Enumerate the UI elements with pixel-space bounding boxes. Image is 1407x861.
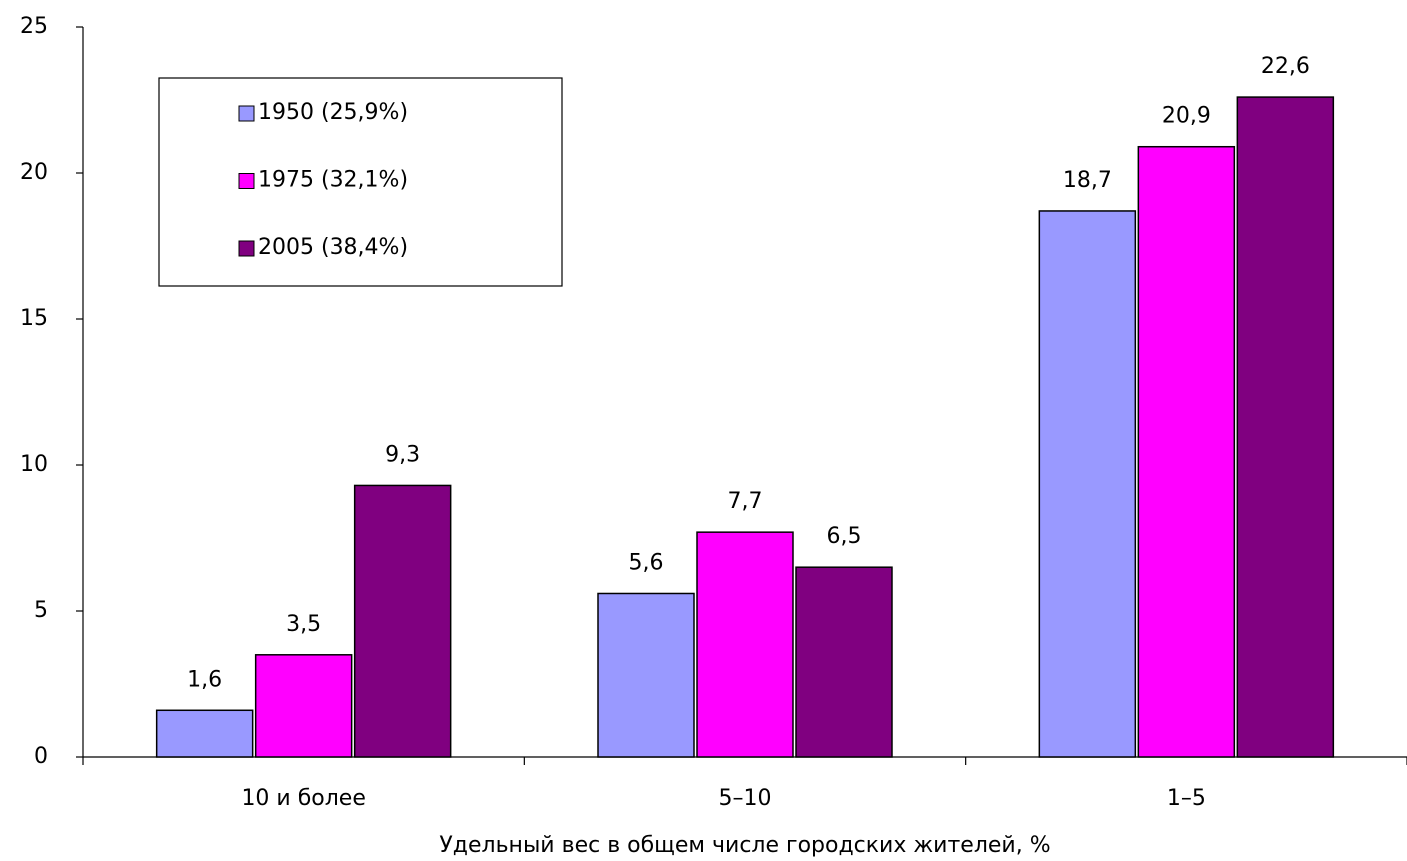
y-tick-label: 0 [34, 744, 48, 769]
value-label: 20,9 [1162, 104, 1211, 129]
y-tick-label: 10 [20, 452, 48, 477]
y-tick-label: 5 [34, 598, 48, 623]
legend-box [158, 77, 563, 287]
legend-label: 1950 (25,9%) [258, 100, 408, 125]
y-tick-label: 25 [20, 14, 48, 39]
bar [1236, 96, 1335, 758]
value-label: 3,5 [286, 612, 321, 637]
bar [795, 566, 893, 758]
value-label: 5,6 [629, 550, 664, 575]
bar [353, 484, 452, 758]
value-label: 7,7 [728, 489, 763, 514]
value-label: 9,3 [385, 442, 420, 467]
value-label: 18,7 [1063, 168, 1112, 193]
x-axis-label: Удельный вес в общем числе городских жит… [439, 833, 1050, 858]
y-tick-label: 15 [20, 306, 48, 331]
value-label: 22,6 [1261, 54, 1310, 79]
legend-swatch [238, 105, 255, 122]
x-tick-label: 10 и более [241, 786, 365, 811]
legend-swatch [238, 240, 255, 257]
bar [696, 531, 794, 758]
bar [597, 592, 695, 758]
legend-label: 2005 (38,4%) [258, 235, 408, 260]
bar [254, 654, 353, 758]
legend-swatch [238, 173, 255, 189]
value-label: 6,5 [827, 524, 862, 549]
bar [1038, 210, 1137, 758]
bar [1137, 145, 1236, 758]
value-label: 1,6 [187, 667, 222, 692]
bar [155, 709, 254, 758]
x-tick-label: 1–5 [1167, 786, 1206, 811]
x-tick-label: 5–10 [719, 786, 772, 811]
legend-label: 1975 (32,1%) [258, 168, 408, 193]
y-tick-label: 20 [20, 160, 48, 185]
